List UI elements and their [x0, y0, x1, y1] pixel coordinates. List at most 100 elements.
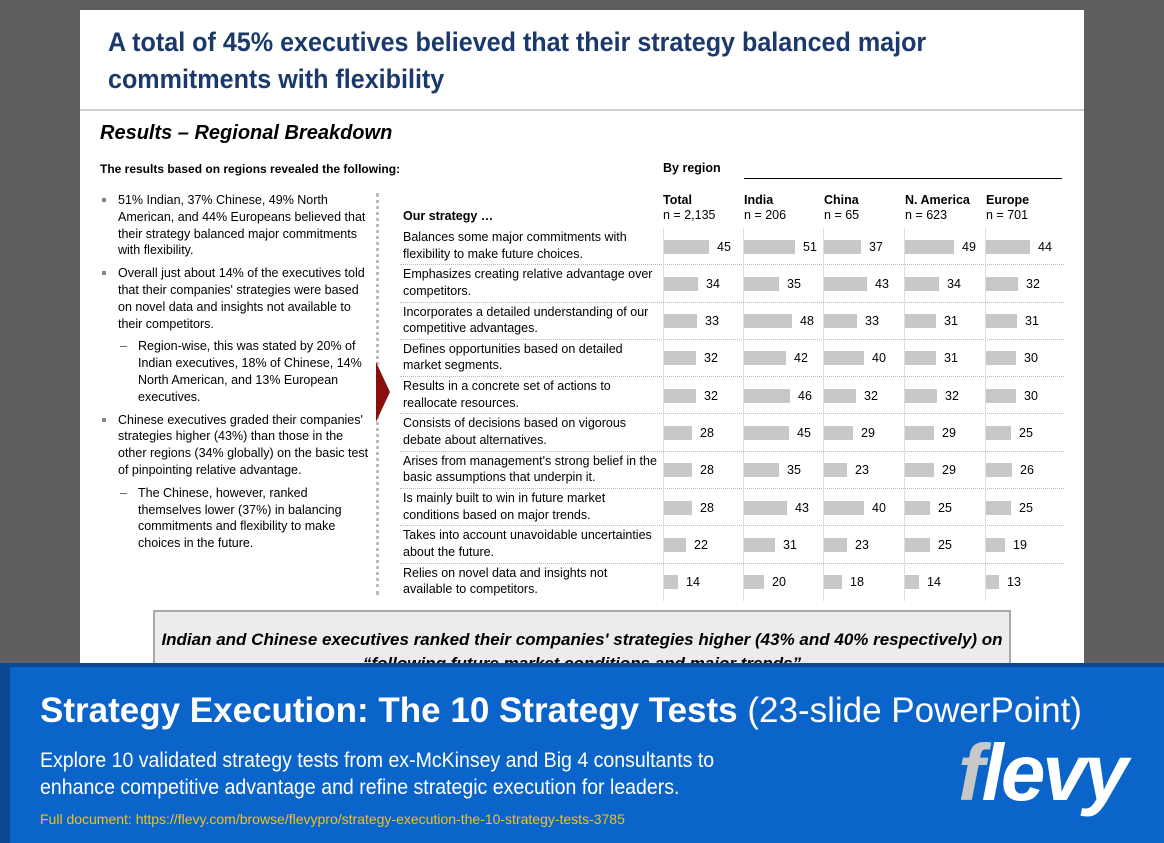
bar	[986, 537, 1005, 552]
table-cell: 31	[904, 339, 984, 377]
bar-value: 48	[800, 314, 814, 329]
column-header: Europe n = 701	[986, 193, 1029, 223]
promo-banner: Strategy Execution: The 10 Strategy Test…	[0, 663, 1164, 843]
bar	[986, 351, 1016, 366]
bar-value: 30	[1024, 351, 1038, 366]
bar	[905, 314, 936, 329]
column-name: N. America	[905, 193, 970, 207]
bar	[664, 239, 709, 254]
table-cell: 40	[823, 489, 903, 527]
bar	[905, 500, 930, 515]
bar-value: 20	[772, 575, 786, 590]
bar	[744, 388, 790, 403]
bar-value: 42	[794, 351, 808, 366]
column-n: n = 65	[824, 208, 860, 222]
slide-title: A total of 45% executives believed that …	[108, 27, 927, 94]
arrow-right-icon	[376, 362, 390, 422]
bar	[905, 276, 939, 291]
bar	[664, 537, 686, 552]
bar-value: 31	[944, 351, 958, 366]
table-cell: 48	[743, 302, 823, 340]
bar-value: 13	[1007, 575, 1021, 590]
sub-bullet-item: Region-wise, this was stated by 20% of I…	[100, 338, 372, 405]
bar	[664, 276, 698, 291]
table-cell: 31	[904, 302, 984, 340]
table-cell: 28	[663, 489, 743, 527]
column-header: Total n = 2,135	[663, 193, 715, 223]
bar	[986, 388, 1016, 403]
bar-value: 45	[797, 425, 811, 440]
bar	[824, 500, 864, 515]
bar-value: 28	[700, 463, 714, 478]
bar-value: 28	[700, 425, 714, 440]
row-label: Arises from management's strong belief i…	[403, 453, 657, 485]
bar	[824, 388, 856, 403]
bar	[824, 351, 864, 366]
table-cell: 43	[743, 489, 823, 527]
results-table: Balances some major commitments with fle…	[400, 228, 1064, 601]
bar	[744, 537, 775, 552]
banner-title-light: (23-slide PowerPoint)	[747, 691, 1082, 730]
bar	[744, 425, 789, 440]
table-cell: 35	[743, 265, 823, 303]
bar	[824, 276, 867, 291]
table-cell: 35	[743, 451, 823, 489]
table-cell: 43	[823, 265, 903, 303]
table-cell: 23	[823, 451, 903, 489]
table-cell: 32	[904, 377, 984, 415]
intro-text: The results based on regions revealed th…	[100, 162, 401, 176]
table-cell: 22	[663, 526, 743, 564]
bar	[986, 575, 999, 590]
row-label: Consists of decisions based on vigorous …	[403, 416, 627, 447]
bar-value: 31	[783, 537, 797, 552]
bar	[986, 239, 1030, 254]
column-n: n = 2,135	[663, 208, 716, 222]
table-cell: 23	[823, 526, 903, 564]
bar	[824, 239, 861, 254]
bar-value: 51	[803, 239, 817, 254]
table-cell: 14	[904, 563, 984, 601]
bar-value: 32	[704, 388, 718, 403]
column-header: China n = 65	[824, 193, 859, 223]
bar-value: 44	[1038, 239, 1052, 254]
bullet-list: 51% Indian, 37% Chinese, 49% North Ameri…	[100, 192, 372, 558]
bar	[664, 351, 696, 366]
sub-bullet-item: The Chinese, however, ranked themselves …	[100, 485, 372, 552]
bar-value: 32	[1026, 276, 1040, 291]
column-header: N. America n = 623	[905, 193, 970, 223]
row-label: Incorporates a detailed understanding of…	[403, 304, 649, 336]
bar-value: 32	[864, 388, 878, 403]
bar-value: 45	[717, 239, 731, 254]
document-link[interactable]: Full document: https://flevy.com/browse/…	[40, 811, 625, 827]
bar	[664, 388, 696, 403]
bar	[744, 463, 779, 478]
table-cell: 31	[743, 526, 823, 564]
table-cell: 30	[985, 339, 1065, 377]
table-cell: 25	[985, 489, 1065, 527]
flevy-logo: flevy	[958, 728, 1128, 817]
column-n: n = 206	[744, 208, 787, 222]
table-cell: 49	[904, 228, 984, 265]
table-cell: 32	[823, 377, 903, 415]
table-cell: 18	[823, 563, 903, 601]
bullet-item: Chinese executives graded their companie…	[100, 412, 372, 479]
table-cell: 32	[663, 339, 743, 377]
bar	[744, 575, 764, 590]
bar-value: 30	[1024, 388, 1038, 403]
bar-value: 33	[705, 314, 719, 329]
bar	[905, 463, 934, 478]
table-cell: 13	[985, 563, 1065, 601]
table-cell: 32	[663, 377, 743, 415]
bar-value: 34	[947, 276, 961, 291]
bar-value: 33	[865, 314, 879, 329]
bar-value: 19	[1013, 537, 1027, 552]
group-rule	[744, 178, 1062, 179]
bar	[744, 276, 779, 291]
bar	[824, 575, 842, 590]
bar-value: 28	[700, 500, 714, 515]
table-row: Relies on novel data and insights not av…	[400, 563, 1065, 601]
table-cell: 45	[743, 414, 823, 452]
bar-value: 25	[938, 500, 952, 515]
table-cell: 28	[663, 414, 743, 452]
bar-value: 29	[942, 463, 956, 478]
